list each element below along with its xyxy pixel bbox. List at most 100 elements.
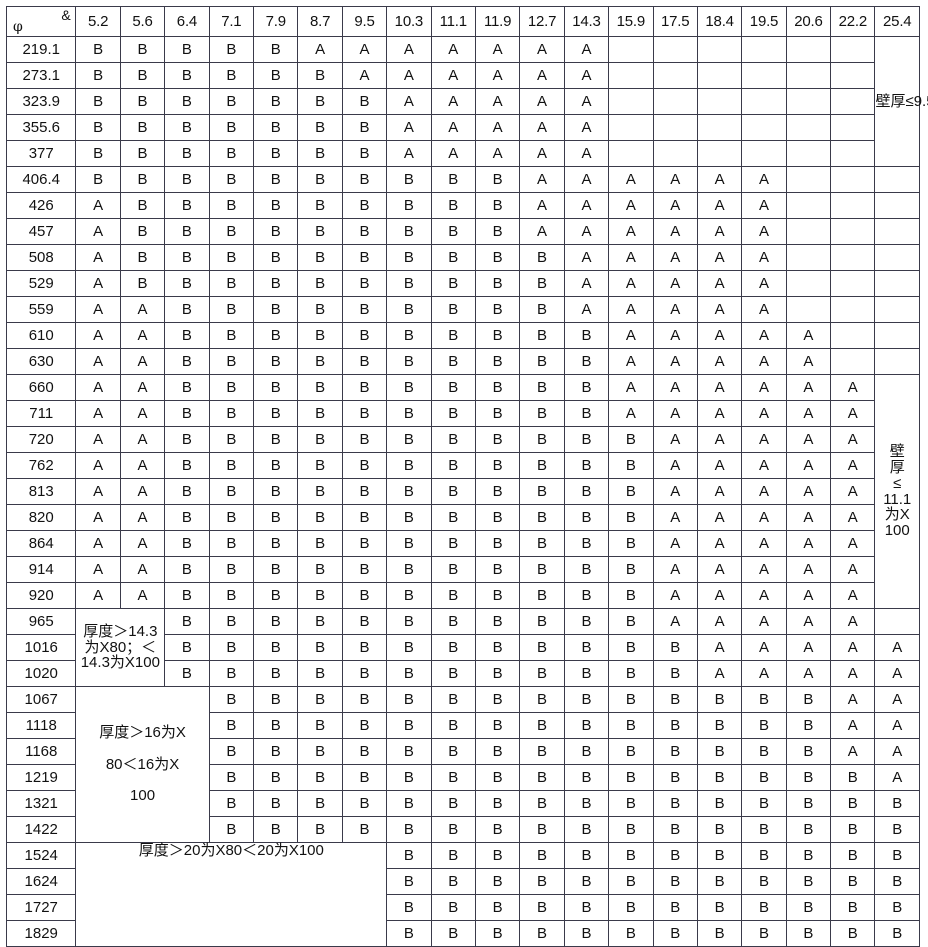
cell-864-12.7: B (519, 530, 565, 557)
cell-762-11.1: B (430, 452, 476, 479)
cell-1168-20.6: B (785, 738, 832, 765)
table-row: 355.6 B B B B B B B A A A A A (5, 114, 920, 141)
cell-1219-14.3: B (563, 764, 610, 791)
note-line: 厚度＞20为X80＜20为X100 (138, 842, 324, 859)
cell-1067-20.6: B (785, 686, 832, 713)
cell-323.9-11.1: A (430, 88, 476, 115)
cell-762-7.9: B (253, 452, 299, 479)
cell-813-11.1: B (430, 478, 476, 505)
cell-377-5.2: B (75, 140, 121, 167)
note-line: 厚度＞16为X (99, 724, 186, 742)
cell-1524-14.3: B (563, 842, 610, 869)
cell-711-11.9: B (474, 400, 521, 427)
note-1524-1829: 厚度＞20为X80＜20为X100 (75, 842, 388, 947)
note-line: 100 (130, 787, 156, 805)
cell-1727-17.5: B (652, 894, 698, 921)
col-header-11: 14.3 (563, 6, 610, 37)
cell-empty (608, 114, 654, 141)
cell-660-5.6: A (119, 374, 166, 401)
cell-457-9.5: B (341, 218, 388, 245)
row-header-323.9: 323.9 (5, 88, 77, 115)
col-header-0: 5.2 (75, 6, 121, 37)
cell-610-8.7: B (297, 322, 343, 349)
cell-529-11.1: B (430, 270, 476, 297)
cell-820-18.4: A (696, 504, 743, 531)
cell-273.1-5.2: B (75, 62, 121, 89)
cell-813-19.5: A (741, 478, 787, 505)
cell-1422-17.5: B (652, 816, 698, 843)
note-top-right: 壁厚≤9.5为X100 (874, 36, 928, 167)
cell-610-9.5: B (341, 322, 388, 349)
table-row: 559 A A B B B B B B B B B A A A A A (5, 296, 920, 323)
cell-762-11.9: B (474, 452, 521, 479)
cell-1422-7.1: B (208, 816, 255, 843)
cell-empty (785, 244, 832, 271)
col-header-2: 6.4 (164, 6, 210, 37)
cell-426-7.1: B (208, 192, 255, 219)
cell-965-14.3: B (563, 608, 610, 635)
cell-426-5.2: A (75, 192, 121, 219)
table-header: & φ 5.2 5.6 6.4 7.1 7.9 8.7 9.5 10.3 11.… (5, 6, 920, 37)
cell-508-12.7: B (519, 244, 565, 271)
cell-914-7.1: B (208, 556, 255, 583)
cell-1321-20.6: B (785, 790, 832, 817)
cell-1219-10.3: B (386, 764, 432, 791)
cell-1422-7.9: B (253, 816, 299, 843)
table-row: 610 A A B B B B B B B B B B A A A A A (5, 322, 920, 349)
cell-711-7.9: B (253, 400, 299, 427)
cell-1016-22.2: A (830, 634, 876, 661)
cell-559-14.3: A (563, 296, 610, 323)
cell-1624-11.9: B (474, 868, 521, 895)
row-header-610: 610 (5, 322, 77, 349)
cell-377-8.7: B (297, 140, 343, 167)
cell-1321-22.2: B (830, 790, 876, 817)
cell-630-14.3: B (563, 348, 610, 375)
cell-820-19.5: A (741, 504, 787, 531)
cell-377-14.3: A (563, 140, 610, 167)
cell-empty (785, 296, 832, 323)
cell-empty (874, 608, 920, 635)
cell-820-10.3: B (386, 504, 432, 531)
cell-711-9.5: B (341, 400, 388, 427)
cell-empty (608, 36, 654, 63)
cell-529-10.3: B (386, 270, 432, 297)
cell-820-6.4: B (164, 504, 210, 531)
col-header-10: 12.7 (519, 6, 565, 37)
cell-1067-7.1: B (208, 686, 255, 713)
cell-1067-7.9: B (253, 686, 299, 713)
cell-empty (785, 140, 832, 167)
cell-1727-19.5: B (741, 894, 787, 921)
cell-660-15.9: A (608, 374, 654, 401)
cell-914-7.9: B (253, 556, 299, 583)
cell-1829-11.1: B (430, 920, 476, 947)
cell-711-17.5: A (652, 400, 698, 427)
cell-1016-20.6: A (785, 634, 832, 661)
cell-empty (741, 88, 787, 115)
cell-323.9-6.4: B (164, 88, 210, 115)
row-header-914: 914 (5, 556, 77, 583)
cell-610-12.7: B (519, 322, 565, 349)
cell-1219-11.1: B (430, 764, 476, 791)
row-header-1016: 1016 (5, 634, 77, 661)
cell-1168-9.5: B (341, 738, 388, 765)
cell-1016-25.4: A (874, 634, 920, 661)
cell-273.1-11.1: A (430, 62, 476, 89)
cell-529-12.7: B (519, 270, 565, 297)
cell-406.4-11.1: B (430, 166, 476, 193)
cell-426-19.5: A (741, 192, 787, 219)
cell-1118-14.3: B (563, 712, 610, 739)
cell-empty (830, 114, 876, 141)
cell-323.9-7.9: B (253, 88, 299, 115)
cell-377-10.3: A (386, 140, 432, 167)
cell-711-22.2: A (830, 400, 876, 427)
cell-762-5.2: A (75, 452, 121, 479)
cell-empty (785, 218, 832, 245)
cell-1016-12.7: B (519, 634, 565, 661)
cell-1624-10.3: B (386, 868, 432, 895)
cell-1321-15.9: B (608, 790, 654, 817)
cell-426-7.9: B (253, 192, 299, 219)
cell-965-8.7: B (297, 608, 343, 635)
cell-914-8.7: B (297, 556, 343, 583)
note-line: 11.1 (883, 490, 912, 508)
cell-720-5.6: A (119, 426, 166, 453)
